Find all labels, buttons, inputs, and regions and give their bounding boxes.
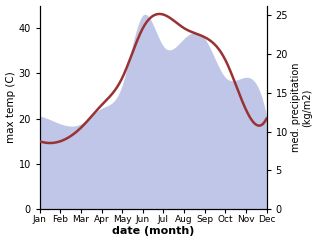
X-axis label: date (month): date (month) [112, 227, 194, 236]
Y-axis label: med. precipitation
(kg/m2): med. precipitation (kg/m2) [291, 63, 313, 152]
Y-axis label: max temp (C): max temp (C) [5, 71, 16, 143]
